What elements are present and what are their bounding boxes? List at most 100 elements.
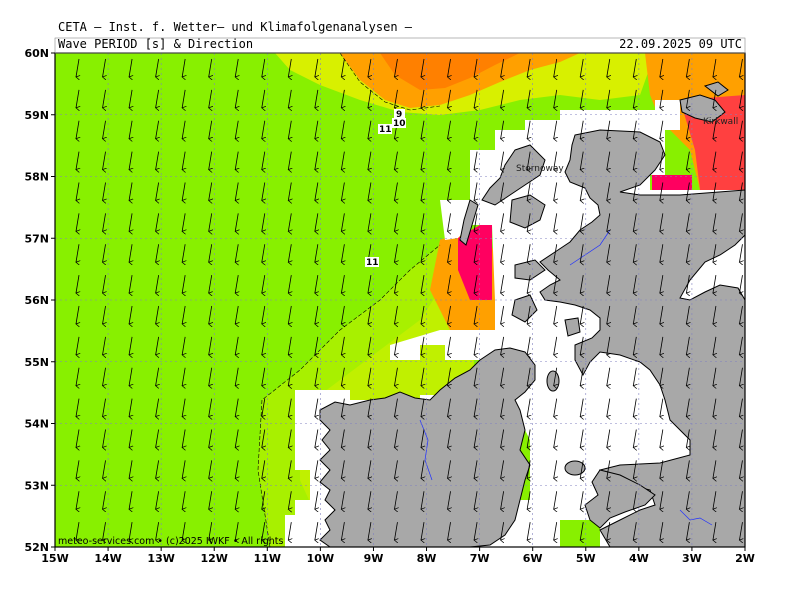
wave-arrow (156, 120, 159, 139)
wave-arrow (474, 182, 477, 201)
wave-arrow (368, 182, 371, 201)
credit-text: meteo-services.com • (c)2025 IWKF • All … (58, 536, 283, 547)
wave-arrow (633, 182, 636, 201)
wave-arrow (527, 89, 530, 108)
wave-arrow (315, 151, 318, 170)
wave-arrow (209, 336, 212, 355)
wave-arrow (341, 398, 344, 417)
lat-label: 58N (24, 171, 49, 184)
wave-arrow (633, 398, 636, 417)
contour-labels: 9 10 11 11 (365, 109, 406, 268)
wave-arrow (315, 460, 318, 478)
wave-arrow (76, 491, 79, 509)
wave-arrow (739, 151, 742, 170)
wave-arrow (209, 275, 212, 293)
lon-label: 12W (201, 552, 228, 565)
wave-arrow (394, 336, 397, 355)
wave-arrow (288, 120, 291, 139)
wave-arrow (448, 491, 451, 509)
wave-arrow (448, 182, 451, 201)
wave-arrow (235, 244, 238, 262)
wave-arrow (554, 367, 557, 386)
wave-arrow (76, 58, 79, 77)
landmass-orkney-north (703, 81, 729, 97)
wave-arrow (607, 120, 610, 139)
wave-arrow (315, 429, 318, 448)
org-title: CETA – Inst. f. Wetter– und Klimafolgena… (58, 20, 413, 34)
wave-arrow (103, 398, 106, 417)
wave-arrow (209, 89, 212, 108)
valid-time: 22.09.2025 09 UTC (619, 37, 742, 51)
wave-arrow (235, 120, 238, 139)
wave-arrow (394, 58, 397, 77)
wave-arrow (713, 58, 716, 77)
wave-arrow (633, 460, 636, 478)
wave-arrow (394, 491, 397, 509)
wave-arrow (368, 89, 371, 108)
wave-arrow (713, 491, 716, 509)
wave-arrow (76, 120, 79, 139)
wave-arrow (633, 120, 636, 139)
wave-arrow (660, 89, 663, 108)
lat-label: 52N (24, 541, 49, 554)
wave-arrow (607, 336, 610, 355)
wave-arrow (394, 244, 397, 262)
wave-arrow (421, 522, 424, 540)
wave-arrow (660, 151, 663, 170)
wave-arrow (394, 367, 397, 386)
wave-arrow (554, 460, 557, 478)
wave-arrow (686, 244, 689, 262)
wave-arrow (474, 151, 477, 170)
wave-arrow (580, 305, 583, 324)
lon-label: 13W (147, 552, 174, 565)
wave-arrow (660, 305, 663, 324)
wave-arrow (103, 275, 106, 293)
wave-arrow (660, 491, 663, 509)
wave-arrow (607, 367, 610, 386)
wave-arrow (182, 522, 185, 540)
wave-arrow (527, 367, 530, 386)
wave-arrow (501, 367, 504, 386)
wave-arrow (527, 182, 530, 201)
landmass-ireland (319, 347, 536, 547)
wave-arrow (633, 429, 636, 448)
wave-arrow (501, 522, 504, 540)
wave-arrow (341, 244, 344, 262)
wave-arrow (368, 367, 371, 386)
wave-arrow (633, 491, 636, 509)
wave-arrow (341, 213, 344, 231)
wave-arrow (156, 182, 159, 201)
wave-arrow (341, 429, 344, 448)
wave-arrow (501, 213, 504, 231)
wave-arrow (580, 244, 583, 262)
wave-arrow (660, 213, 663, 231)
wave-arrow (341, 58, 344, 77)
wave-arrow (209, 491, 212, 509)
wave-arrow (527, 58, 530, 77)
wave-arrow (501, 275, 504, 293)
lon-label: 5W (576, 552, 596, 565)
wave-arrow (315, 522, 318, 540)
wave-arrow (288, 367, 291, 386)
wave-arrow (235, 58, 238, 77)
wave-arrow (156, 275, 159, 293)
wave-arrow (554, 305, 557, 324)
wave-arrow (103, 182, 106, 201)
lon-label: 9W (364, 552, 384, 565)
wave-arrow (262, 367, 265, 386)
lon-label: 3W (682, 552, 702, 565)
wave-arrow (527, 305, 530, 324)
wave-arrow (527, 213, 530, 231)
lon-label: 2W (735, 552, 755, 565)
wave-arrow (421, 120, 424, 139)
wave-arrow (288, 336, 291, 355)
wave-arrow (156, 522, 159, 540)
wave-arrow (474, 429, 477, 448)
wave-arrow (474, 213, 477, 231)
wave-arrow (156, 244, 159, 262)
wave-arrow (686, 398, 689, 417)
wave-arrow (182, 182, 185, 201)
wave-arrow (633, 151, 636, 170)
wave-arrow (182, 491, 185, 509)
